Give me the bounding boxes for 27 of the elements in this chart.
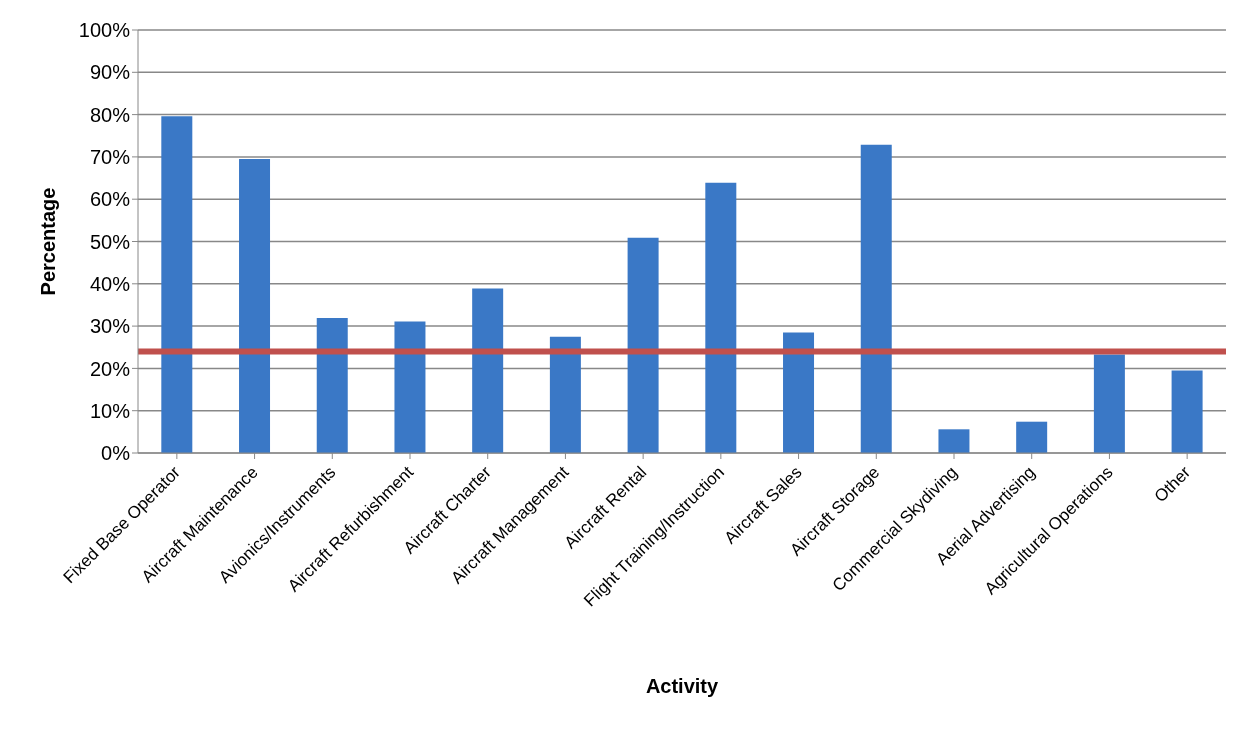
bar xyxy=(394,321,426,453)
bar xyxy=(1171,370,1203,453)
y-tick-label: 90% xyxy=(89,61,131,84)
y-tick-label: 10% xyxy=(89,399,131,422)
bar xyxy=(783,332,815,453)
y-tick-label: 80% xyxy=(89,103,131,126)
bar xyxy=(549,336,581,453)
bar xyxy=(472,288,504,453)
y-tick-label: 20% xyxy=(89,357,131,380)
bar xyxy=(705,182,737,453)
y-axis-title: Percentage xyxy=(37,187,60,296)
bar xyxy=(860,144,892,453)
bar xyxy=(239,159,271,453)
y-tick-label: 40% xyxy=(89,272,131,295)
y-tick-label: 60% xyxy=(89,188,131,211)
bar xyxy=(1093,354,1125,453)
y-tick-label: 30% xyxy=(89,315,131,338)
bar xyxy=(161,116,193,453)
bar xyxy=(316,318,348,453)
bar xyxy=(938,429,970,453)
y-tick-label: 0% xyxy=(101,442,131,465)
bar xyxy=(627,237,659,453)
bar xyxy=(1016,421,1048,453)
y-tick-label: 70% xyxy=(89,146,131,168)
y-tick-label: 50% xyxy=(89,230,131,253)
x-axis-title: Activity xyxy=(645,675,719,697)
y-tick-label: 100% xyxy=(78,19,131,42)
